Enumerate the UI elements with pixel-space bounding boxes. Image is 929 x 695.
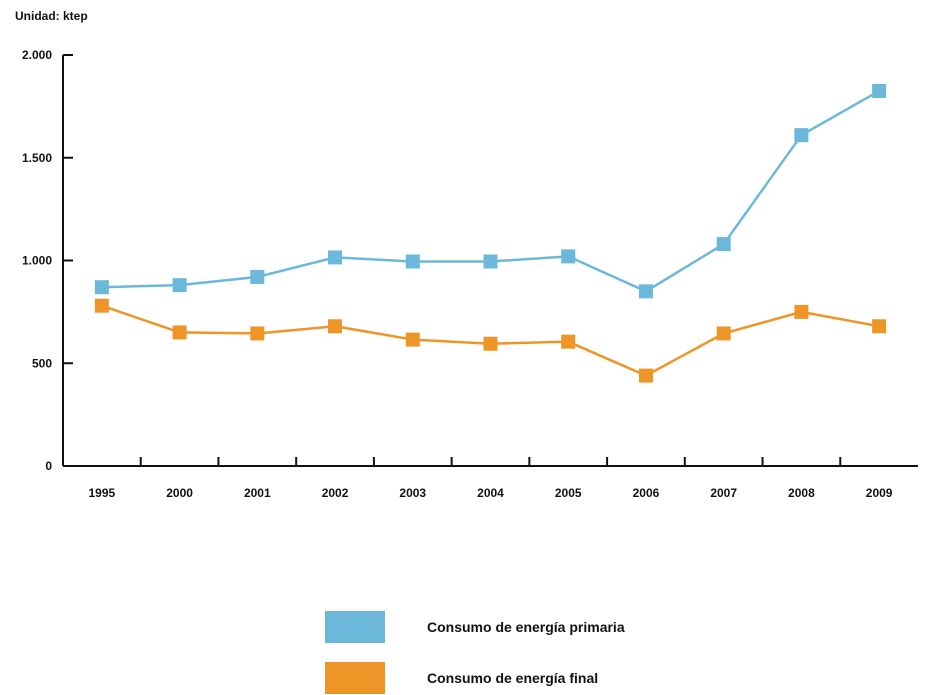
data-point xyxy=(716,326,731,341)
data-point xyxy=(483,254,498,269)
legend-item-final: Consumo de energía final xyxy=(325,661,745,695)
y-tick-label: 1.500 xyxy=(22,151,52,165)
data-point xyxy=(250,269,265,284)
data-point xyxy=(172,325,187,340)
x-tick-label: 2000 xyxy=(166,486,193,500)
y-tick-label: 500 xyxy=(32,356,52,370)
data-point xyxy=(483,336,498,351)
data-point xyxy=(561,334,576,349)
y-axis-ticks: 0 500 1.000 1.500 2.000 xyxy=(22,48,73,473)
legend-swatch-primary xyxy=(325,611,385,643)
data-point xyxy=(172,278,187,293)
data-point xyxy=(328,319,343,334)
legend-label-primary: Consumo de energía primaria xyxy=(427,619,625,635)
data-point xyxy=(638,368,653,383)
legend-item-primary: Consumo de energía primaria xyxy=(325,610,745,644)
data-point xyxy=(94,280,109,295)
data-point xyxy=(250,326,265,341)
y-tick-label: 0 xyxy=(45,459,52,473)
x-tick-label: 2009 xyxy=(866,486,893,500)
data-point xyxy=(328,250,343,265)
data-point xyxy=(872,319,887,334)
data-point xyxy=(716,237,731,252)
unit-label: Unidad: ktep xyxy=(15,9,88,23)
x-tick-label: 2001 xyxy=(244,486,271,500)
legend-swatch-final xyxy=(325,662,385,694)
data-point xyxy=(405,254,420,269)
data-point xyxy=(561,249,576,264)
data-point xyxy=(638,284,653,299)
x-axis-ticks: 1995 2000 2001 2002 2003 2004 2005 2006 2007 2008… xyxy=(89,457,893,500)
x-tick-label: 2003 xyxy=(399,486,426,500)
y-tick-label: 2.000 xyxy=(22,48,52,62)
data-point xyxy=(794,304,809,319)
legend-label-final: Consumo de energía final xyxy=(427,670,599,686)
x-tick-label: 2002 xyxy=(322,486,349,500)
data-point xyxy=(405,332,420,347)
series-layer xyxy=(94,83,887,383)
x-tick-label: 2005 xyxy=(555,486,582,500)
x-tick-label: 2006 xyxy=(633,486,660,500)
data-point xyxy=(794,128,809,143)
x-tick-label: 2008 xyxy=(788,486,815,500)
data-point xyxy=(872,83,887,98)
x-tick-label: 1995 xyxy=(89,486,116,500)
y-tick-label: 1.000 xyxy=(22,254,52,268)
data-point xyxy=(94,298,109,313)
x-tick-label: 2007 xyxy=(710,486,737,500)
x-tick-label: 2004 xyxy=(477,486,504,500)
